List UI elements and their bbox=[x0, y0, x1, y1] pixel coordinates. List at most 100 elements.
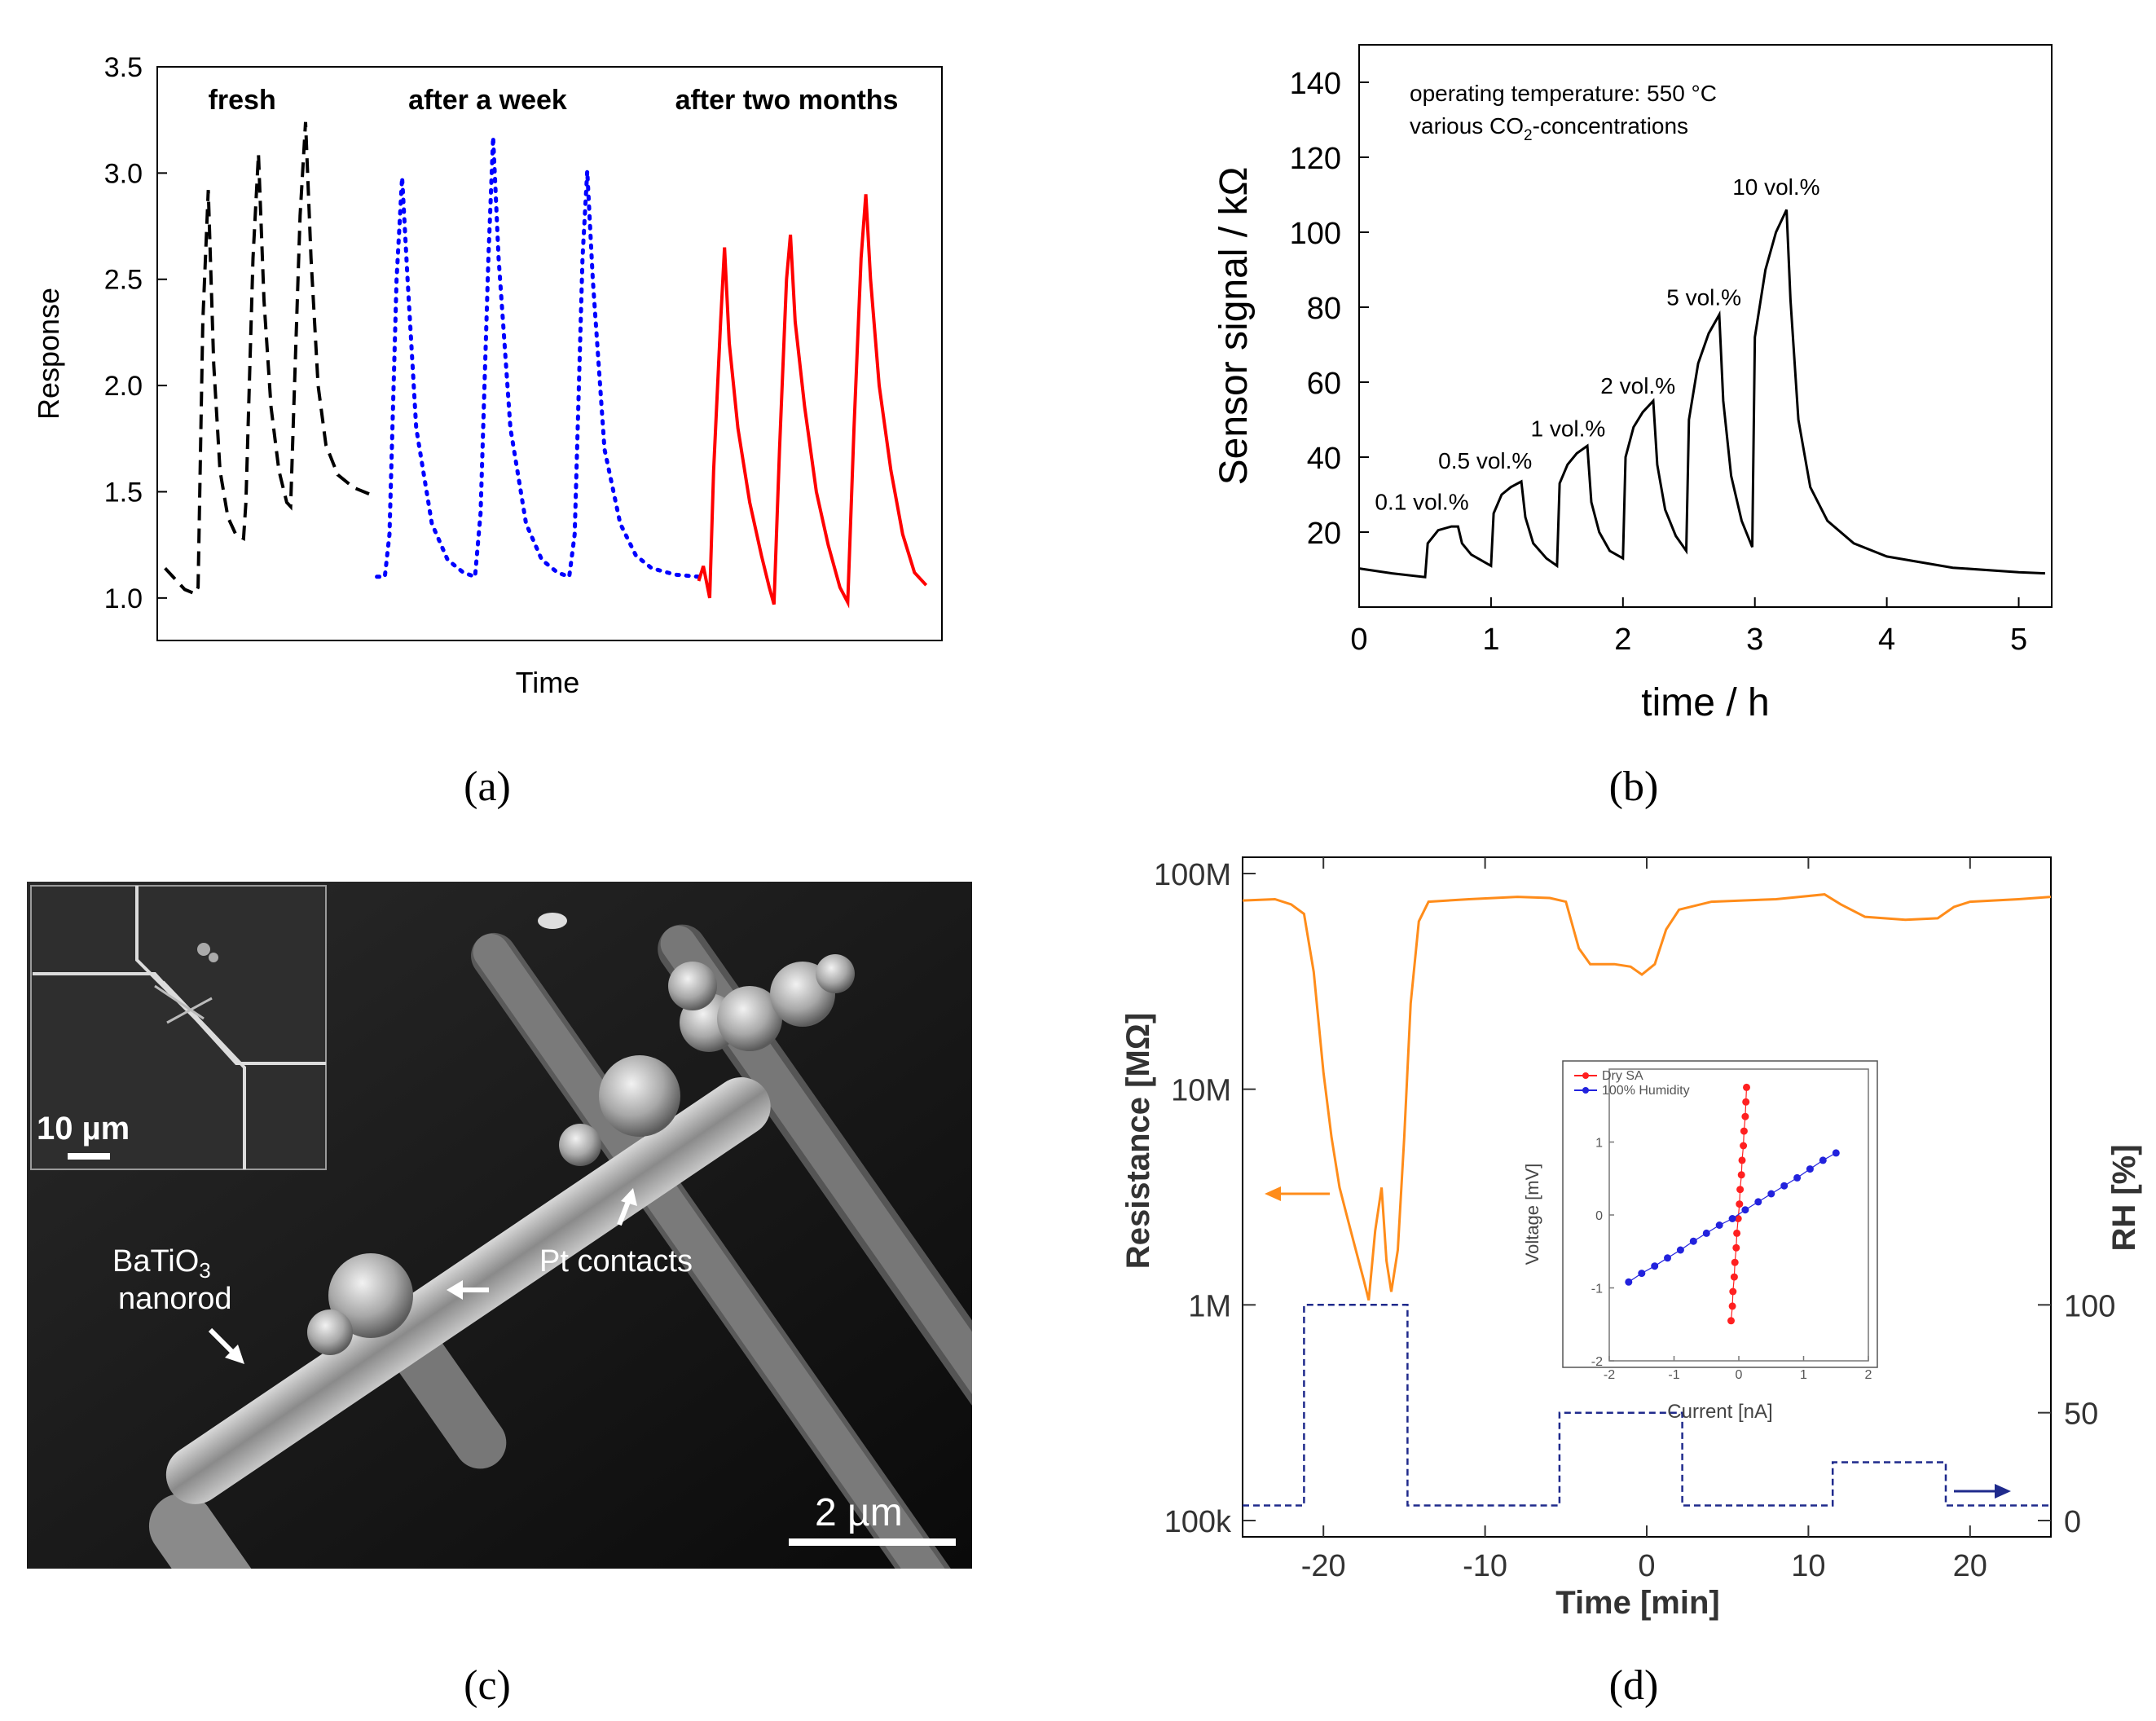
x-ticks-b: 0 1 2 3 4 5 bbox=[1350, 597, 2027, 657]
x-tick-label: 2 bbox=[1614, 623, 1631, 657]
y-ticks-b: 20 40 60 80 100 120 140 bbox=[1290, 67, 1369, 551]
inset-data-point bbox=[1676, 1246, 1684, 1254]
pt-contact-stripe-3 bbox=[148, 1493, 289, 1569]
inset-data-point bbox=[1664, 1254, 1671, 1262]
inset-y-tick-label: -1 bbox=[1591, 1283, 1603, 1296]
y-tick-label: 2.5 bbox=[104, 265, 143, 296]
plot-frame-b bbox=[1358, 44, 2053, 608]
x-tick-label: 4 bbox=[1878, 623, 1895, 657]
x-axis-label-a: Time bbox=[516, 666, 580, 699]
nanorod-label-line2: nanorod bbox=[118, 1282, 231, 1316]
inset-data-point bbox=[1729, 1287, 1737, 1296]
series-line-1 bbox=[164, 121, 370, 596]
y-ticks-d: 100k 1M 10M 100M bbox=[1154, 858, 1256, 1539]
series-line-1 bbox=[1358, 209, 2045, 579]
inset-data-point bbox=[1743, 1083, 1750, 1091]
inset-data-point bbox=[1733, 1229, 1741, 1237]
inset-data-point bbox=[1793, 1173, 1802, 1182]
concentration-label: 2 vol.% bbox=[1600, 373, 1675, 398]
y-tick-label: 60 bbox=[1307, 367, 1341, 401]
inset-data-point bbox=[1740, 1127, 1748, 1135]
series-a bbox=[164, 121, 928, 609]
inset-data-point bbox=[1715, 1221, 1723, 1229]
x-tick-label: -20 bbox=[1301, 1549, 1346, 1583]
series-line-2 bbox=[375, 136, 701, 580]
inset-legend: Dry SA 100% Humidity bbox=[1574, 1069, 1690, 1098]
x-axis-label-b: time / h bbox=[1641, 681, 1769, 724]
inset-y-label: Voltage [mV] bbox=[1522, 1164, 1542, 1265]
concentration-label: 10 vol.% bbox=[1732, 174, 1819, 200]
caption-a: (a) bbox=[464, 764, 511, 810]
inset-data-point bbox=[1727, 1317, 1735, 1325]
inset-data-point bbox=[1806, 1165, 1814, 1173]
caption-b: (b) bbox=[1609, 764, 1659, 810]
annotation-label: after a week bbox=[408, 85, 567, 116]
legend-dry-sa: Dry SA bbox=[1602, 1069, 1643, 1083]
info-line-concentrations: various CO2-concentrations bbox=[1410, 113, 1688, 144]
nanorod-arrow bbox=[208, 1327, 237, 1357]
inset-data-point bbox=[1754, 1198, 1762, 1206]
nanorod-blob bbox=[816, 954, 855, 993]
nanorod-label: BaTiO3 bbox=[112, 1244, 211, 1283]
y-tick-label: 100M bbox=[1154, 858, 1231, 892]
y-axis-label-b: Sensor signal / kΩ bbox=[1212, 167, 1256, 486]
scale-bar bbox=[789, 1538, 956, 1546]
inset-data-point bbox=[1767, 1190, 1775, 1198]
y-right-tick-label: 0 bbox=[2064, 1505, 2081, 1539]
x-tick-label: 10 bbox=[1791, 1549, 1825, 1583]
scale-label: 2 µm bbox=[815, 1491, 903, 1534]
inset-data-point bbox=[1731, 1258, 1739, 1266]
inset-x-label: Current [nA] bbox=[1667, 1401, 1772, 1423]
inset-x-tick-label: 0 bbox=[1736, 1368, 1743, 1382]
nanorod-blob bbox=[717, 986, 782, 1051]
series-line-2 bbox=[1243, 1304, 2051, 1507]
inset-x-tick-label: -2 bbox=[1604, 1368, 1615, 1382]
y-axis-right-label-d: RH [%] bbox=[2106, 1144, 2142, 1251]
y-ticks-right-d: 0 50 100 bbox=[2038, 1289, 2115, 1539]
series-line-3 bbox=[697, 194, 928, 609]
x-tick-label: 0 bbox=[1638, 1549, 1655, 1583]
nanorod-blob bbox=[668, 962, 717, 1010]
inset-data-point bbox=[1741, 1112, 1749, 1120]
y-tick-label: 100k bbox=[1164, 1505, 1232, 1539]
y-tick-label: 100 bbox=[1290, 217, 1341, 251]
x-tick-label: 3 bbox=[1746, 623, 1763, 657]
y-axis-label-a: Response bbox=[32, 288, 65, 420]
inset-iv-chart: -2 -1 0 1 2 -2 -1 0 1 Dry SA 100% Humidity Curre… bbox=[1522, 1060, 1878, 1423]
y-tick-label: 80 bbox=[1307, 292, 1341, 326]
annotation-label: after two months bbox=[675, 85, 899, 116]
inset-y-tick-label: 1 bbox=[1595, 1137, 1603, 1151]
inset-data-point bbox=[1702, 1229, 1710, 1237]
concentration-label: 0.1 vol.% bbox=[1375, 489, 1468, 514]
inset-x-tick-label: 1 bbox=[1800, 1368, 1807, 1382]
inset-data-point bbox=[1734, 1215, 1742, 1222]
y-tick-label: 3.0 bbox=[104, 158, 143, 189]
nanorod-blob bbox=[599, 1055, 680, 1137]
pt-contacts-label: Pt contacts bbox=[539, 1244, 693, 1279]
inset-ticks: -2 -1 0 1 2 -2 -1 0 1 bbox=[1591, 1068, 1872, 1382]
y-tick-label: 10M bbox=[1171, 1074, 1231, 1108]
series-line-1 bbox=[1242, 893, 2052, 1301]
pt-contacts-arrow-up bbox=[617, 1198, 631, 1226]
y-tick-label: 1M bbox=[1188, 1289, 1231, 1323]
y-tick-label: 2.0 bbox=[104, 371, 143, 402]
inset-data-point bbox=[1819, 1156, 1827, 1164]
debris-particle bbox=[538, 913, 567, 929]
nanorod-blob bbox=[328, 1253, 413, 1338]
concentration-label: 5 vol.% bbox=[1666, 285, 1741, 310]
inset-data-point bbox=[1728, 1302, 1736, 1310]
y-axis-label-d: Resistance [MΩ] bbox=[1120, 1013, 1156, 1269]
inset-data-point bbox=[1638, 1270, 1646, 1278]
concentration-label: 0.5 vol.% bbox=[1438, 448, 1532, 473]
series-b bbox=[1358, 209, 2045, 579]
inset-scale-label: 10 µm bbox=[37, 1111, 130, 1147]
inset-data-point bbox=[1732, 1243, 1740, 1252]
inset-data-point bbox=[1625, 1278, 1633, 1286]
inset-data-point bbox=[1736, 1200, 1744, 1208]
inset-series bbox=[1625, 1083, 1840, 1325]
inset-data-point bbox=[1832, 1149, 1840, 1157]
